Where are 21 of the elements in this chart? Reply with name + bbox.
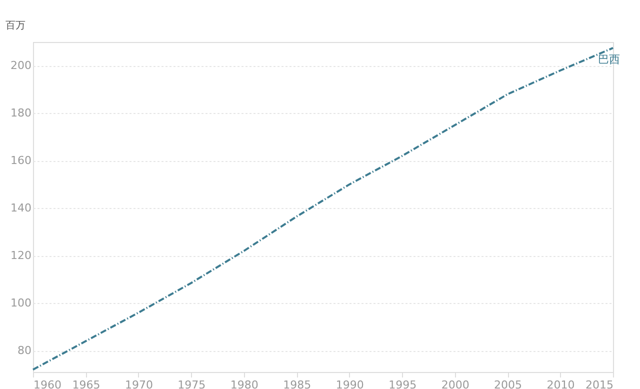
y-axis-title: 百万 bbox=[6, 20, 26, 32]
x-tick-label: 1970 bbox=[124, 378, 153, 389]
x-tick-label: 2005 bbox=[494, 378, 522, 389]
x-tick-label: 2000 bbox=[441, 378, 470, 389]
y-tick-label: 100 bbox=[10, 296, 32, 310]
x-tick-label: 1965 bbox=[72, 378, 100, 389]
y-tick-label: 80 bbox=[18, 344, 32, 358]
y-tick-label: 200 bbox=[10, 59, 32, 72]
y-tick-label: 180 bbox=[10, 106, 32, 120]
x-tick-label: 1960 bbox=[34, 378, 62, 389]
x-tick-label: 1980 bbox=[230, 378, 258, 389]
y-tick-label: 160 bbox=[10, 154, 32, 168]
x-tick-label: 1990 bbox=[336, 378, 364, 389]
x-tick-label: 2015 bbox=[586, 378, 614, 389]
y-tick-label: 120 bbox=[10, 249, 32, 262]
series-label: 巴西 bbox=[598, 52, 620, 66]
x-tick-label: 1985 bbox=[283, 378, 312, 389]
y-tick-label: 140 bbox=[10, 202, 32, 215]
x-tick-label: 1995 bbox=[388, 378, 417, 389]
x-tick-label: 1975 bbox=[178, 378, 206, 389]
x-tick-label: 2010 bbox=[546, 378, 575, 389]
